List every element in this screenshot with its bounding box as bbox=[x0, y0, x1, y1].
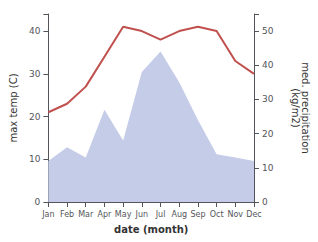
svg-text:20: 20 bbox=[262, 129, 274, 139]
svg-text:(kg/m2): (kg/m2) bbox=[290, 88, 301, 128]
svg-text:30: 30 bbox=[29, 69, 41, 79]
svg-text:Aug: Aug bbox=[171, 210, 187, 219]
svg-text:10: 10 bbox=[29, 154, 41, 164]
svg-text:20: 20 bbox=[29, 112, 41, 122]
svg-text:May: May bbox=[115, 210, 132, 219]
svg-text:Apr: Apr bbox=[98, 210, 113, 219]
svg-text:40: 40 bbox=[262, 60, 274, 70]
svg-text:0: 0 bbox=[262, 197, 268, 207]
svg-text:40: 40 bbox=[29, 26, 41, 36]
svg-text:date (month): date (month) bbox=[114, 224, 188, 235]
svg-text:50: 50 bbox=[262, 26, 274, 36]
svg-text:Jun: Jun bbox=[135, 210, 149, 219]
svg-text:Jul: Jul bbox=[155, 210, 166, 219]
svg-text:max temp (C): max temp (C) bbox=[8, 73, 19, 142]
svg-text:Mar: Mar bbox=[78, 210, 94, 219]
svg-text:Jan: Jan bbox=[41, 210, 54, 219]
svg-text:30: 30 bbox=[262, 94, 274, 104]
svg-text:Oct: Oct bbox=[210, 210, 224, 219]
svg-text:Sep: Sep bbox=[190, 210, 205, 219]
svg-text:Nov: Nov bbox=[227, 210, 243, 219]
svg-text:med. precipitation: med. precipitation bbox=[299, 62, 311, 154]
svg-text:0: 0 bbox=[35, 197, 41, 207]
svg-text:Feb: Feb bbox=[60, 210, 74, 219]
svg-text:10: 10 bbox=[262, 163, 274, 173]
svg-text:Dec: Dec bbox=[246, 210, 261, 219]
